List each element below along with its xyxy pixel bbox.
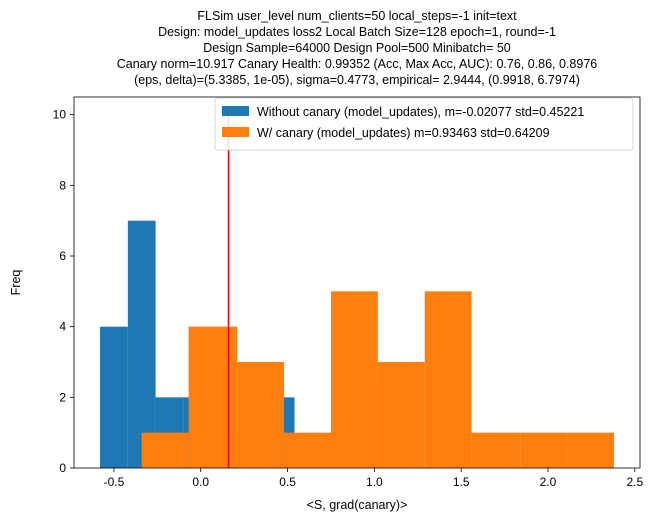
- histogram-bar: [141, 432, 189, 468]
- x-tick-label: -0.5: [104, 475, 125, 489]
- title-line: Design: model_updates loss2 Local Batch …: [158, 25, 556, 39]
- histogram-bar: [188, 326, 238, 468]
- histogram-bar: [127, 220, 156, 468]
- y-axis-label: Freq: [9, 270, 23, 296]
- y-tick-label: 6: [59, 249, 66, 263]
- x-tick-label: 1.5: [453, 475, 470, 489]
- histogram-bar: [284, 432, 331, 468]
- histogram-bar: [567, 432, 614, 468]
- y-tick-label: 8: [59, 178, 66, 192]
- legend-entry-label: W/ canary (model_updates) m=0.93463 std=…: [257, 126, 550, 140]
- legend-swatch: [222, 106, 249, 116]
- y-tick-label: 10: [53, 108, 67, 122]
- x-tick-label: 2.0: [540, 475, 557, 489]
- legend-entry-label: Without canary (model_updates), m=-0.020…: [257, 105, 584, 119]
- title-line: FLSim user_level num_clients=50 local_st…: [197, 9, 517, 23]
- y-tick-label: 2: [59, 390, 66, 404]
- histogram-bar: [237, 362, 285, 468]
- histogram-bar: [471, 432, 521, 468]
- x-tick-label: 2.5: [626, 475, 643, 489]
- series-with-canary-bars: [141, 291, 614, 468]
- legend: Without canary (model_updates), m=-0.020…: [214, 97, 634, 151]
- histogram-bar: [100, 326, 128, 468]
- legend-swatch: [222, 127, 249, 137]
- y-tick-label: 4: [59, 320, 66, 334]
- histogram-bar: [330, 291, 378, 468]
- x-tick-label: 0.5: [279, 475, 296, 489]
- x-axis-ticks: -0.5 0.0 0.5 1.0 1.5 2.0 2.5: [104, 468, 643, 489]
- y-axis-ticks: 0 2 4 6 8 10: [53, 108, 74, 475]
- plot-area-frame: [73, 96, 641, 469]
- x-tick-label: 1.0: [366, 475, 383, 489]
- title-line: Design Sample=64000 Design Pool=500 Mini…: [203, 41, 511, 55]
- histogram-bar: [520, 432, 568, 468]
- title-line: Canary norm=10.917 Canary Health: 0.9935…: [117, 57, 598, 71]
- legend-box: [214, 97, 634, 151]
- x-axis-label: <S, grad(canary)>: [307, 498, 408, 512]
- x-tick-label: 0.0: [192, 475, 209, 489]
- histogram-bar: [424, 291, 472, 468]
- y-tick-label: 0: [59, 461, 66, 475]
- histogram-bar: [377, 362, 425, 468]
- title-line: (eps, delta)=(5.3385, 1e-05), sigma=0.47…: [134, 73, 580, 87]
- chart-title: FLSim user_level num_clients=50 local_st…: [117, 9, 598, 87]
